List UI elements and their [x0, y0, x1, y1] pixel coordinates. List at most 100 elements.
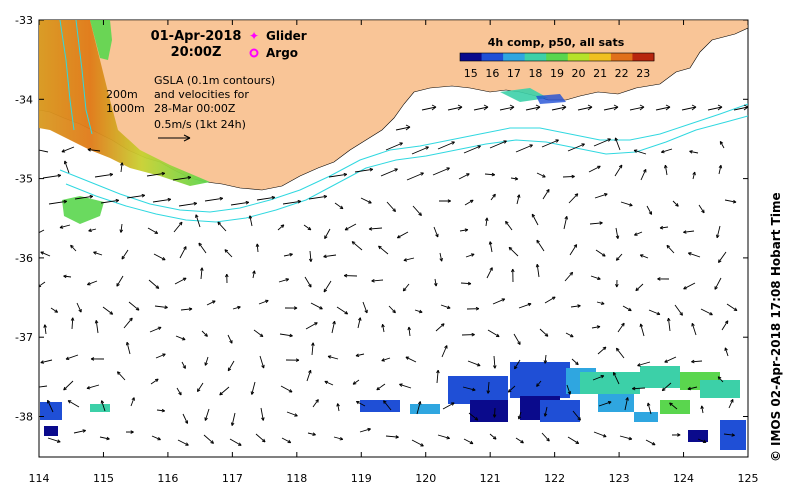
- velocity-arrow: [224, 249, 233, 258]
- velocity-arrow: [173, 221, 183, 233]
- velocity-arrow: [536, 239, 545, 252]
- velocity-arrow: [564, 271, 574, 282]
- velocity-arrow: [620, 201, 633, 207]
- velocity-arrow: [256, 195, 276, 201]
- velocity-arrow: [411, 439, 424, 447]
- velocity-arrow: [615, 347, 625, 359]
- velocity-arrow: [721, 320, 729, 331]
- velocity-arrow: [714, 277, 722, 290]
- velocity-arrow: [227, 360, 235, 372]
- velocity-arrow: [334, 202, 344, 210]
- velocity-arrow: [510, 176, 519, 181]
- velocity-arrow: [414, 309, 423, 314]
- velocity-arrow: [248, 215, 253, 227]
- velocity-arrow: [255, 243, 260, 253]
- velocity-arrow: [70, 244, 77, 252]
- velocity-arrow: [617, 322, 625, 333]
- velocity-arrow: [541, 432, 550, 442]
- velocity-arrow: [175, 335, 186, 341]
- velocity-arrow: [486, 267, 493, 279]
- velocity-arrow: [633, 149, 647, 155]
- argo-icon: [249, 48, 259, 58]
- velocity-arrow: [691, 359, 703, 364]
- velocity-arrow: [531, 213, 539, 226]
- velocity-arrow: [282, 199, 302, 205]
- velocity-arrow: [181, 361, 186, 369]
- velocity-arrow: [120, 162, 124, 173]
- x-tick-label: 124: [673, 472, 694, 485]
- velocity-arrow: [463, 438, 474, 445]
- velocity-arrow: [543, 406, 548, 417]
- velocity-arrow: [308, 194, 328, 200]
- velocity-arrow: [174, 277, 187, 285]
- y-axis: -33 -34 -35 -36 -37 -38: [15, 14, 748, 424]
- velocity-arrow: [719, 141, 725, 149]
- velocity-arrow: [595, 249, 606, 257]
- velocity-arrow: [487, 329, 500, 338]
- velocity-arrow: [65, 354, 79, 360]
- velocity-arrow: [125, 341, 131, 355]
- velocity-arrow: [94, 172, 114, 178]
- velocity-arrow: [277, 224, 285, 231]
- velocity-arrow: [100, 198, 120, 204]
- velocity-arrow: [674, 304, 683, 316]
- scale-label: 0.5m/s (1kt 24h): [154, 118, 246, 131]
- velocity-arrow: [327, 355, 339, 360]
- velocity-arrow: [596, 301, 605, 305]
- x-tick-label: 121: [480, 472, 501, 485]
- velocity-arrow: [306, 369, 312, 382]
- velocity-arrow: [405, 356, 417, 363]
- colorbar-tick-label: 17: [507, 67, 521, 80]
- velocity-arrow: [440, 304, 451, 310]
- velocity-arrow: [352, 379, 360, 385]
- gsla-line-1: GSLA (0.1m contours): [154, 74, 275, 87]
- velocity-arrow: [304, 276, 312, 288]
- x-tick-label: 115: [93, 472, 114, 485]
- velocity-arrow: [283, 252, 293, 257]
- velocity-arrow: [368, 227, 383, 231]
- velocity-arrow: [39, 149, 49, 153]
- colorbar-swatch: [632, 53, 655, 61]
- velocity-arrow: [657, 277, 670, 281]
- velocity-arrow: [386, 201, 396, 213]
- velocity-arrow: [724, 347, 729, 357]
- velocity-arrow: [305, 322, 318, 330]
- velocity-arrow: [571, 358, 579, 366]
- velocity-arrow: [640, 169, 647, 181]
- velocity-arrow: [253, 329, 264, 338]
- velocity-arrows: [39, 104, 748, 447]
- velocity-arrow: [661, 382, 672, 392]
- velocity-arrow: [570, 304, 581, 308]
- velocity-arrow: [177, 439, 189, 446]
- velocity-arrow: [637, 361, 651, 367]
- velocity-arrow: [723, 433, 735, 437]
- velocity-arrow: [459, 228, 469, 232]
- velocity-arrow: [518, 302, 532, 309]
- y-tick-label: -35: [15, 173, 33, 186]
- credit-text: IMOS 02-Apr-2018 17:08 Hobart Time: [769, 192, 783, 446]
- velocity-arrow: [511, 268, 515, 283]
- velocity-arrow: [603, 104, 619, 111]
- velocity-arrow: [655, 104, 671, 111]
- y-tick-label: -36: [15, 252, 33, 265]
- velocity-arrow: [354, 167, 374, 173]
- velocity-arrow: [311, 342, 315, 356]
- velocity-arrow: [344, 223, 357, 231]
- velocity-arrow: [43, 324, 47, 335]
- velocity-arrow: [614, 164, 623, 177]
- velocity-arrow: [328, 172, 348, 178]
- velocity-arrow: [505, 220, 513, 231]
- credit-block: © IMOS 02-Apr-2018 17:08 Hobart Time: [769, 192, 783, 462]
- velocity-arrow: [562, 174, 575, 179]
- gsla-line-3: 28-Mar 00:00Z: [154, 102, 236, 115]
- velocity-arrow: [661, 148, 673, 154]
- velocity-arrow: [460, 281, 472, 286]
- velocity-arrow: [123, 317, 133, 329]
- colorbar-tick-label: 18: [528, 67, 542, 80]
- velocity-arrow: [666, 317, 671, 332]
- glider-icon: ✦: [249, 29, 259, 43]
- velocity-arrow: [565, 332, 574, 338]
- velocity-arrow: [622, 305, 632, 312]
- platform-legend: ✦ Glider Argo: [249, 29, 307, 60]
